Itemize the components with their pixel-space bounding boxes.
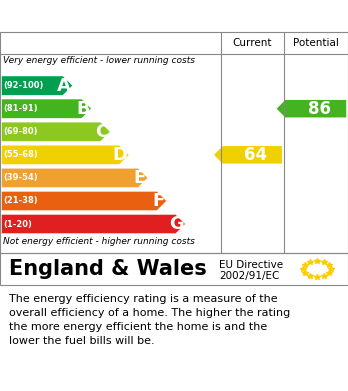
Text: (81-91): (81-91) (3, 104, 38, 113)
Text: Very energy efficient - lower running costs: Very energy efficient - lower running co… (3, 56, 196, 65)
Text: E: E (134, 169, 146, 187)
Polygon shape (1, 168, 148, 188)
Polygon shape (1, 191, 167, 211)
Polygon shape (214, 146, 282, 163)
Text: (55-68): (55-68) (3, 150, 38, 159)
Polygon shape (277, 100, 346, 117)
Text: Energy Efficiency Rating: Energy Efficiency Rating (9, 9, 219, 23)
Text: (21-38): (21-38) (3, 196, 38, 205)
Polygon shape (1, 145, 129, 165)
Text: B: B (76, 100, 90, 118)
Polygon shape (1, 76, 73, 95)
Text: 2002/91/EC: 2002/91/EC (219, 271, 279, 282)
Text: Current: Current (232, 38, 272, 48)
Text: (92-100): (92-100) (3, 81, 44, 90)
Text: G: G (169, 215, 184, 233)
Text: EU Directive: EU Directive (219, 260, 283, 271)
Text: Not energy efficient - higher running costs: Not energy efficient - higher running co… (3, 237, 195, 246)
Polygon shape (1, 214, 185, 234)
Text: F: F (153, 192, 165, 210)
Text: (69-80): (69-80) (3, 127, 38, 136)
Text: England & Wales: England & Wales (9, 259, 206, 279)
Text: Potential: Potential (293, 38, 339, 48)
Text: 86: 86 (308, 100, 331, 118)
Text: A: A (57, 77, 71, 95)
Text: (39-54): (39-54) (3, 173, 38, 182)
Text: 64: 64 (244, 146, 267, 164)
Text: C: C (95, 123, 109, 141)
Polygon shape (1, 99, 92, 118)
Polygon shape (1, 122, 110, 142)
Text: (1-20): (1-20) (3, 219, 32, 228)
Text: The energy efficiency rating is a measure of the
overall efficiency of a home. T: The energy efficiency rating is a measur… (9, 294, 290, 346)
Text: D: D (112, 146, 127, 164)
